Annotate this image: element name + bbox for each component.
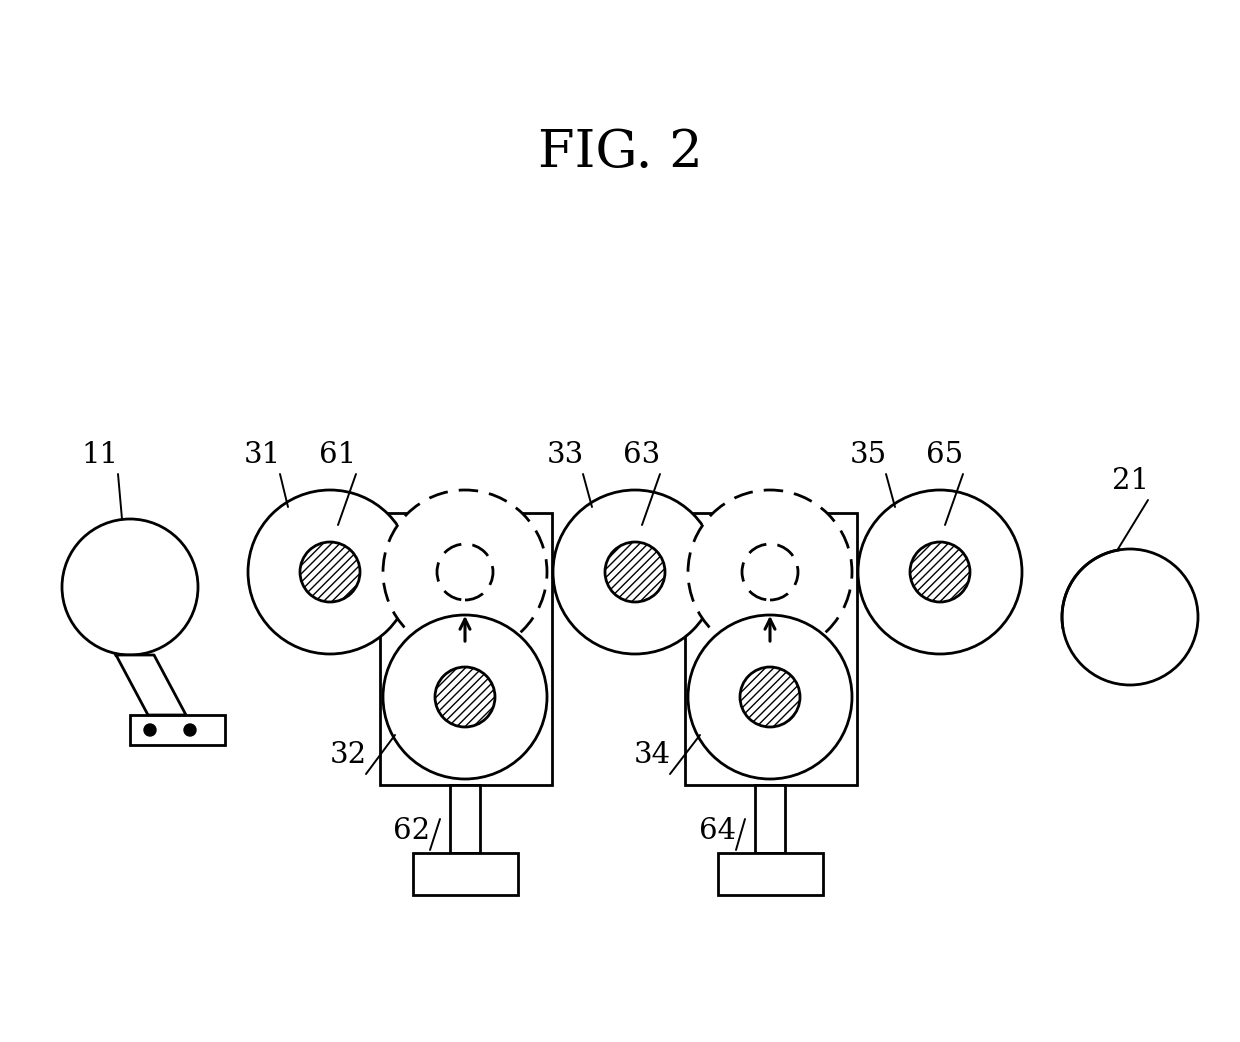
Bar [130, 715, 224, 745]
Text: 33: 33 [547, 441, 584, 469]
Circle shape [740, 667, 800, 727]
Polygon shape [117, 655, 186, 715]
Text: 34: 34 [634, 741, 671, 769]
Circle shape [605, 542, 665, 602]
Bar [755, 785, 785, 853]
Circle shape [383, 615, 547, 779]
Bar [413, 853, 517, 895]
Circle shape [1061, 549, 1198, 685]
Circle shape [383, 490, 547, 654]
Circle shape [184, 724, 196, 736]
Circle shape [144, 724, 156, 736]
Text: 11: 11 [82, 441, 119, 469]
Text: 31: 31 [243, 441, 280, 469]
Text: 64: 64 [699, 817, 737, 845]
Bar [718, 853, 822, 895]
Text: 61: 61 [320, 441, 357, 469]
Bar [450, 785, 480, 853]
Text: 62: 62 [393, 817, 430, 845]
Circle shape [910, 542, 970, 602]
Text: 21: 21 [1111, 467, 1148, 495]
Circle shape [62, 519, 198, 655]
Text: 63: 63 [624, 441, 661, 469]
Circle shape [688, 490, 852, 654]
Bar [379, 513, 552, 785]
Circle shape [248, 490, 412, 654]
Circle shape [858, 490, 1022, 654]
Circle shape [436, 544, 494, 600]
Text: 32: 32 [330, 741, 367, 769]
Text: 35: 35 [849, 441, 887, 469]
Text: 65: 65 [926, 441, 963, 469]
Circle shape [742, 544, 799, 600]
Circle shape [688, 615, 852, 779]
Bar [684, 513, 857, 785]
Circle shape [553, 490, 717, 654]
Text: FIG. 2: FIG. 2 [538, 126, 702, 177]
Circle shape [435, 667, 495, 727]
Circle shape [300, 542, 360, 602]
